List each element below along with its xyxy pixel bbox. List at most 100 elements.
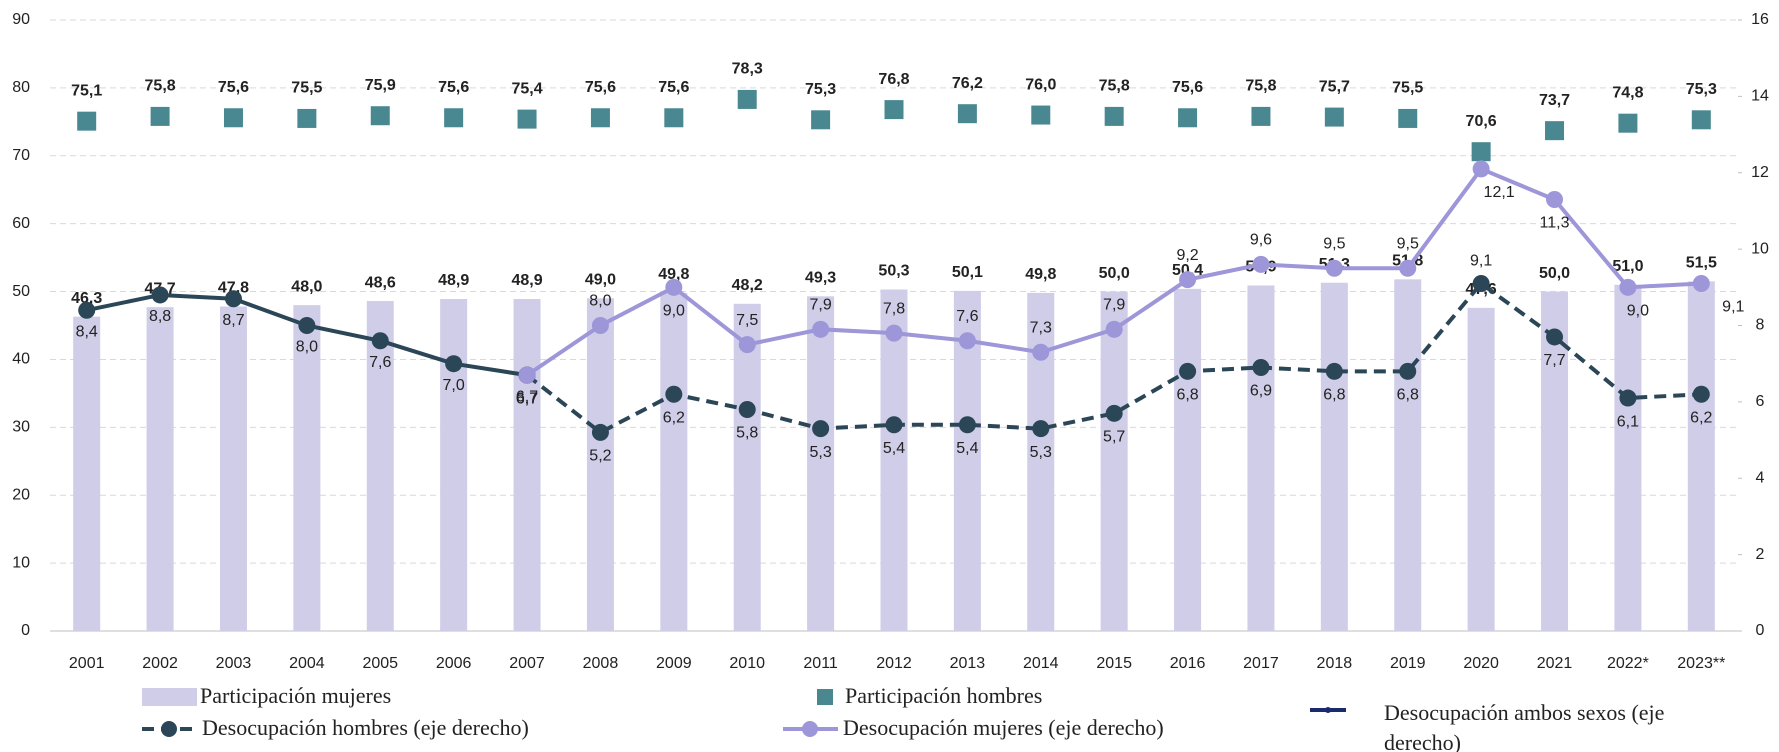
- square-label: 75,6: [658, 79, 689, 96]
- line-marker: [518, 366, 536, 384]
- line-marker: [591, 423, 609, 441]
- line-label: 11,3: [1540, 215, 1570, 232]
- line-label: 5,4: [883, 440, 905, 457]
- line: [525, 280, 1702, 435]
- square-marker: [1324, 107, 1344, 127]
- square-marker: [370, 106, 390, 126]
- line-marker: [1179, 271, 1197, 289]
- legend-label: Desocupación ambos sexos (eje derecho): [1384, 700, 1665, 752]
- line-marker: [812, 320, 830, 338]
- square-label: 75,6: [1172, 79, 1203, 96]
- line-label: 6,7: [516, 388, 538, 405]
- line-marker: [1325, 362, 1343, 380]
- line-label: 9,6: [1250, 232, 1272, 249]
- line-label: 6,7: [516, 390, 538, 407]
- bar: [1614, 284, 1642, 631]
- square-label: 75,7: [1319, 78, 1350, 95]
- legend-label: Participación mujeres: [200, 683, 392, 708]
- legend-marker: [161, 721, 177, 737]
- line-label: 9,1: [1722, 299, 1744, 316]
- square-marker: [737, 89, 757, 109]
- legend-swatch: [817, 689, 833, 705]
- line-label: 5,7: [1103, 429, 1125, 446]
- bar: [146, 307, 174, 631]
- y-tick-label: 80: [12, 79, 30, 96]
- x-tick-label: 2009: [656, 655, 692, 672]
- square-label: 75,6: [585, 79, 616, 96]
- line-marker: [1032, 343, 1050, 361]
- line-marker: [1252, 255, 1270, 273]
- bar-label: 48,0: [291, 278, 322, 295]
- y2-tick-label: 2: [1756, 546, 1765, 563]
- bar-label: 46,3: [71, 290, 102, 307]
- square-label: 73,7: [1539, 92, 1570, 109]
- line-marker: [1032, 420, 1050, 438]
- line-label: 5,3: [1030, 444, 1052, 461]
- bar-label: 49,3: [805, 270, 836, 287]
- line-marker: [1179, 362, 1197, 380]
- bar: [73, 316, 101, 631]
- line-marker: [958, 416, 976, 434]
- square-marker: [1398, 108, 1418, 128]
- x-tick-label: 2003: [216, 655, 252, 672]
- square-label: 76,0: [1025, 76, 1056, 93]
- bar-label: 48,9: [438, 272, 469, 289]
- x-tick-label: 2013: [950, 655, 986, 672]
- line-label: 6,8: [1176, 387, 1198, 404]
- line-label: 8,7: [222, 312, 244, 329]
- x-tick-label: 2023**: [1677, 655, 1725, 672]
- square-label: 75,9: [365, 77, 396, 94]
- line-marker: [738, 401, 756, 419]
- line-marker: [1399, 259, 1417, 277]
- x-tick-label: 2017: [1243, 655, 1279, 672]
- line-label: 7,6: [956, 308, 978, 325]
- bar: [440, 299, 468, 631]
- x-tick-label: 2004: [289, 655, 325, 672]
- square-marker: [884, 100, 904, 120]
- bar-label: 48,9: [511, 272, 542, 289]
- square-label: 74,8: [1612, 84, 1643, 101]
- x-tick-label: 2006: [436, 655, 472, 672]
- square-marker: [811, 110, 831, 130]
- bar: [1174, 288, 1202, 631]
- line-marker: [1105, 320, 1123, 338]
- bar: [586, 298, 614, 631]
- line-label: 6,2: [663, 409, 685, 426]
- square-marker: [590, 108, 610, 128]
- line-label: 7,7: [1543, 352, 1565, 369]
- line-marker: [1252, 359, 1270, 377]
- bar-label: 51,0: [1612, 258, 1643, 275]
- line-label: 7,6: [369, 354, 391, 371]
- line-marker: [1399, 362, 1417, 380]
- bar: [1541, 291, 1569, 631]
- square-marker: [223, 108, 243, 128]
- bar: [219, 306, 247, 631]
- line-label: 7,8: [883, 300, 905, 317]
- x-tick-label: 2015: [1096, 655, 1132, 672]
- square-marker: [1104, 106, 1124, 126]
- legend-label: Desocupación mujeres (eje derecho): [843, 715, 1164, 740]
- square-marker: [957, 104, 977, 124]
- y2-tick-label: 4: [1756, 469, 1765, 486]
- bar: [1027, 292, 1055, 631]
- line-marker: [958, 332, 976, 350]
- bar-label: 50,0: [1539, 265, 1570, 282]
- line-marker: [738, 336, 756, 354]
- square-marker: [664, 108, 684, 128]
- square-label: 75,3: [1686, 81, 1717, 98]
- bar: [1394, 279, 1422, 631]
- line-label: 8,8: [149, 308, 171, 325]
- line-label: 9,0: [663, 303, 685, 320]
- bar: [1100, 291, 1128, 631]
- x-tick-label: 2008: [583, 655, 619, 672]
- bar: [807, 296, 835, 631]
- bar: [733, 303, 761, 631]
- line-label: 5,3: [809, 444, 831, 461]
- bar: [366, 301, 394, 631]
- line-label: 6,8: [1323, 387, 1345, 404]
- line-marker: [371, 332, 389, 350]
- square-label: 75,1: [71, 82, 102, 99]
- square-label: 70,6: [1466, 113, 1497, 130]
- x-tick-label: 2002: [142, 655, 178, 672]
